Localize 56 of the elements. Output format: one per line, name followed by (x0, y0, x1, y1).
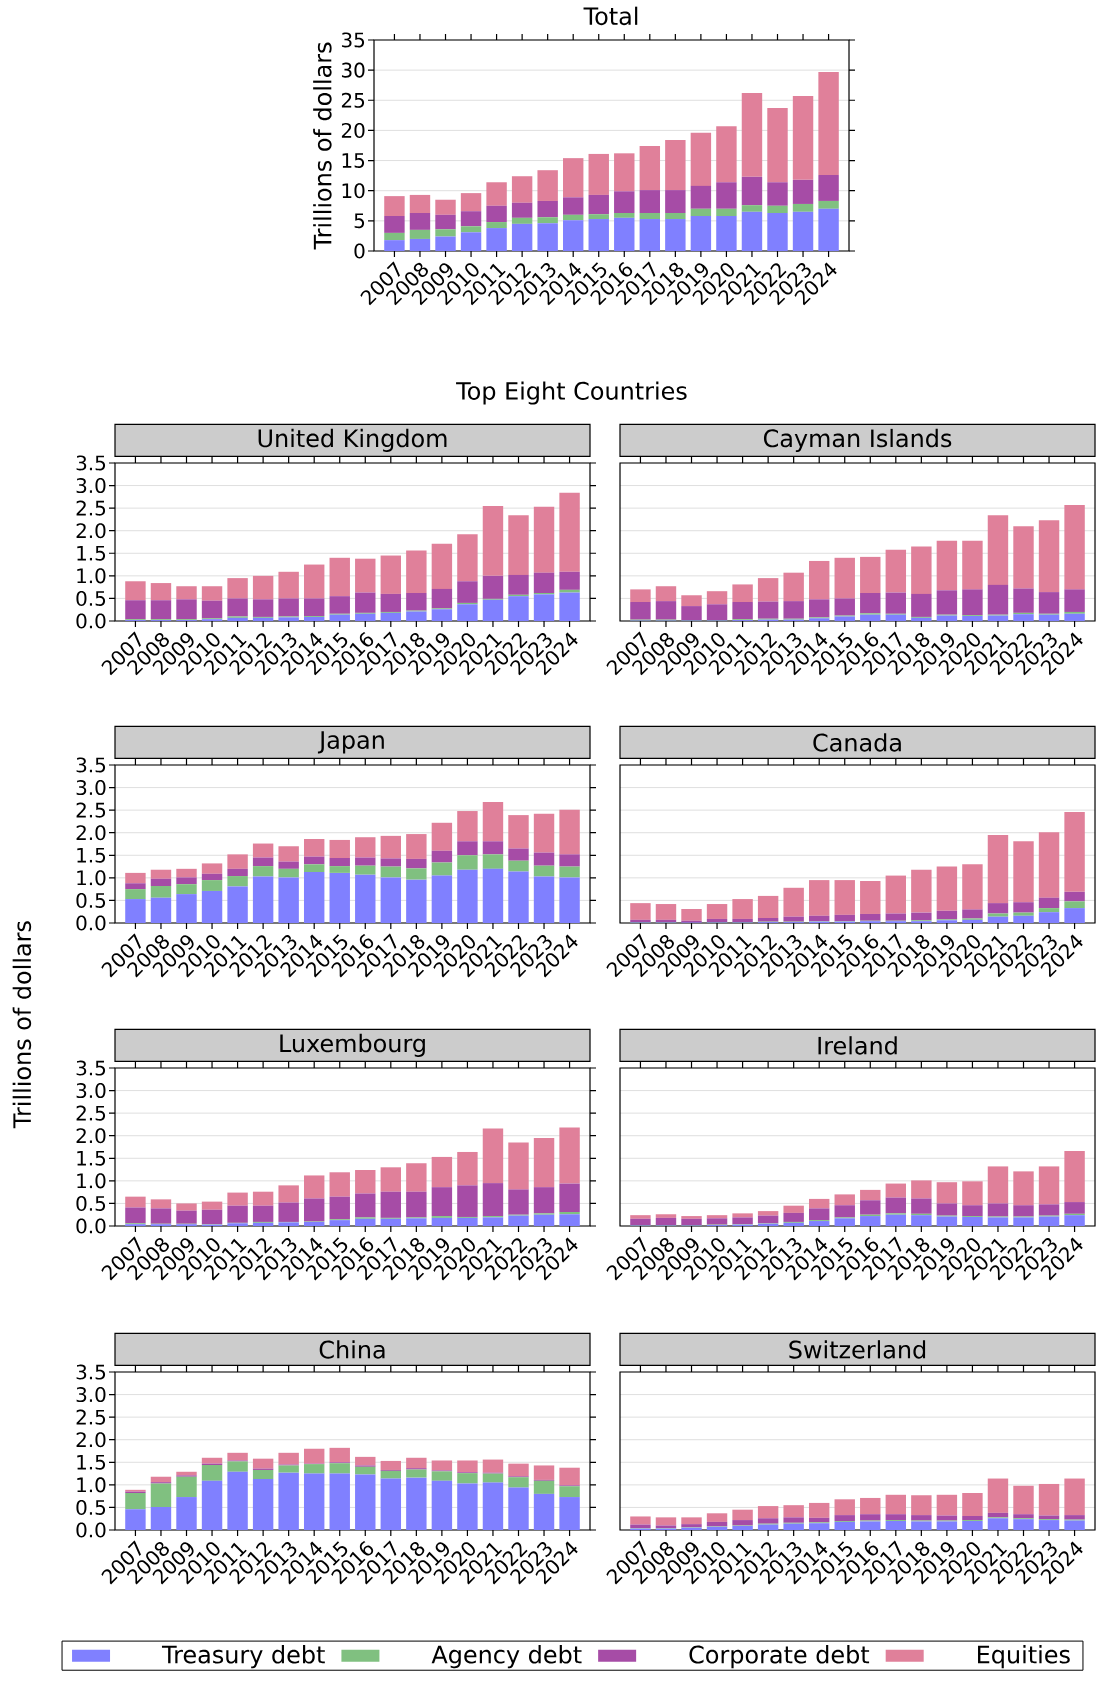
y-tick-label: 15 (342, 153, 365, 168)
chart-title: China (319, 1340, 385, 1359)
chart-title: Luxembourg (280, 1033, 425, 1057)
legend-label: Treasury debt (161, 1645, 325, 1669)
y-tick-label: 1.0 (77, 568, 106, 584)
y-tick-label: 2.5 (76, 500, 106, 516)
y-tick-label: 0.0 (76, 915, 106, 931)
y-tick-label: 1.5 (77, 847, 106, 863)
y-tick-label: 0.5 (76, 590, 106, 606)
chart-title: Switzerland (789, 1340, 926, 1359)
legend-label: Agency debt (431, 1645, 582, 1669)
y-tick-label: 1.5 (77, 1150, 106, 1166)
y-tick-label: 2.5 (76, 1105, 106, 1121)
chart-title: Ireland (818, 1036, 897, 1055)
y-tick-label: 5 (354, 213, 365, 229)
y-tick-label: 10 (342, 183, 365, 199)
y-tick-label: 3.0 (76, 1387, 106, 1403)
y-tick-label: 2.5 (76, 802, 106, 818)
y-tick-label: 3.0 (76, 1083, 106, 1099)
y-tick-label: 0.5 (76, 1195, 106, 1211)
y-tick-label: 0.0 (76, 1522, 106, 1538)
y-tick-label: 25 (341, 92, 365, 108)
y-tick-label: 3.5 (76, 1060, 106, 1076)
y-tick-label: 2.0 (76, 1128, 106, 1144)
y-tick-label: 1.0 (77, 870, 106, 886)
chart-title: Cayman Islands (763, 428, 952, 452)
y-tick-label: 1.0 (77, 1173, 106, 1189)
y-tick-label: 1.5 (77, 545, 106, 561)
y-tick-label: 1.5 (77, 1454, 106, 1470)
chart-title: United Kingdom (258, 428, 447, 452)
y-tick-label: 0.5 (76, 1499, 106, 1515)
y-tick-label: 1.0 (77, 1477, 106, 1493)
y-tick-label: 0.0 (76, 1218, 106, 1234)
y-tick-label: 2.0 (76, 825, 106, 841)
y-tick-label: 30 (341, 62, 365, 78)
y-tick-label: 0 (354, 243, 365, 259)
y-tick-label: 2.0 (76, 1432, 106, 1448)
y-tick-label: 0.5 (76, 892, 106, 908)
y-tick-label: 2.5 (76, 1409, 106, 1425)
y-tick-label: 20 (341, 122, 365, 138)
y-tick-label: 3.5 (76, 1364, 106, 1380)
y-tick-label: 3.0 (76, 780, 106, 796)
legend-label: Equities (978, 1645, 1070, 1669)
y-tick-label: 3.0 (76, 478, 106, 494)
chart-title: Japan (317, 731, 384, 754)
y-axis-title: Trillions of dollars (313, 42, 332, 250)
chart-title: Total (583, 6, 638, 26)
y-axis-title: Trillions of dollars (12, 921, 32, 1129)
chart-title: Canada (813, 733, 901, 752)
y-tick-label: 3.5 (76, 455, 106, 471)
y-tick-label: 35 (341, 32, 365, 48)
y-tick-label: 0.0 (76, 613, 106, 629)
text: Top Eight Countries (456, 381, 687, 405)
y-tick-label: 2.0 (76, 523, 106, 539)
y-tick-label: 3.5 (76, 757, 106, 773)
legend-label: Corporate debt (689, 1645, 870, 1669)
